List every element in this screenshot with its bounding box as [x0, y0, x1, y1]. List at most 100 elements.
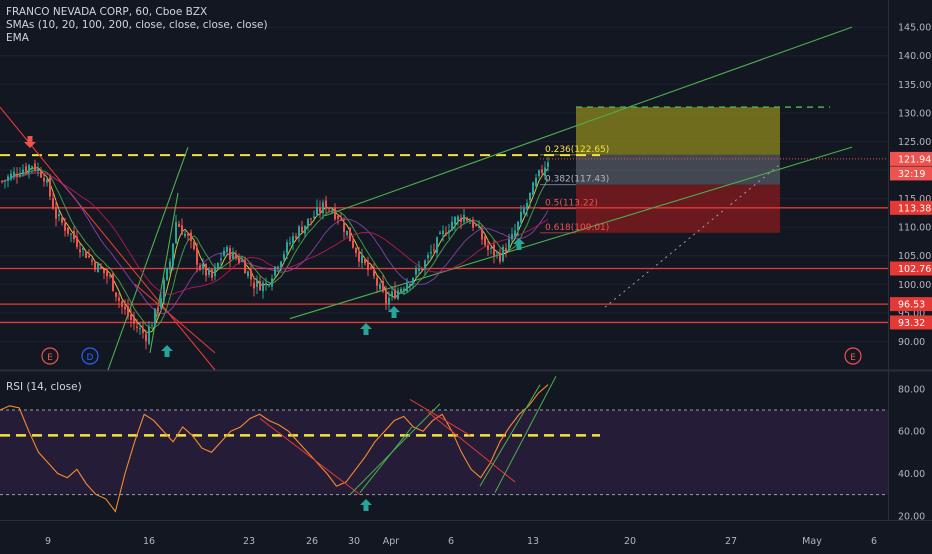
trade-zones [576, 106, 830, 308]
rsi-trendline [259, 418, 361, 496]
price-grid [0, 0, 932, 521]
candle-body [388, 297, 390, 305]
candle-body [232, 251, 234, 259]
price-tick-label: 105.00 [898, 251, 931, 262]
candle-body [124, 306, 126, 310]
candle-body [109, 275, 111, 277]
candle-body [502, 246, 504, 262]
price-tag-label: 32:19 [898, 169, 925, 180]
candle-body [412, 277, 414, 284]
candle-body [112, 273, 114, 292]
price-tick-label: 95.00 [898, 308, 925, 319]
candle-body [535, 177, 537, 186]
candle-body [478, 226, 480, 229]
rsi-line [0, 384, 549, 513]
time-axis[interactable]: 9 16 23 26 30 Apr 6 13 20 27 May 6 [45, 536, 877, 547]
stop-zone [576, 184, 780, 233]
chart-legend[interactable]: FRANCO NEVADA CORP, 60, Cboe BZX SMAs (1… [6, 6, 268, 45]
candle-body [424, 260, 426, 270]
candle-body [121, 301, 123, 307]
candle-body [496, 252, 498, 254]
candle-body [175, 221, 177, 244]
event-marker-icon [81, 347, 99, 365]
candle-body [442, 230, 444, 235]
rsi-axis[interactable]: 20.00 40.00 60.00 80.00 [898, 384, 925, 522]
time-tick-label: 30 [348, 536, 360, 547]
price-tick-label: 130.00 [898, 108, 931, 119]
candle-body [544, 167, 546, 177]
candle-body [73, 231, 75, 240]
candle-body [517, 221, 519, 231]
rsi-trendline [479, 384, 541, 487]
fib-levels: 0.236(122.65) 0.382(117.43) 0.5(113.22) 0.6… [540, 145, 609, 234]
candle-body [220, 258, 222, 261]
candle-body [376, 278, 378, 286]
rsi-trendline [409, 399, 471, 436]
candle-body [160, 298, 162, 309]
price-tick-label: 140.00 [898, 51, 931, 62]
candle-body [322, 202, 324, 214]
price-tag-label: 93.32 [898, 318, 925, 329]
candle-body [289, 242, 291, 244]
candle-body [1, 181, 3, 183]
sma-legend[interactable]: SMAs (10, 20, 100, 200, close, close, cl… [6, 19, 268, 31]
trendline [0, 106, 216, 371]
horizontal-levels[interactable] [0, 154, 888, 324]
candle-body [247, 271, 249, 277]
candle-body [136, 326, 138, 328]
candle-body [457, 216, 459, 221]
price-tag-background [890, 200, 932, 215]
candle-body [64, 223, 66, 231]
time-tick-label: 26 [306, 536, 318, 547]
candle-body [301, 226, 303, 233]
candle-body [385, 290, 387, 304]
price-tick-label: 90.00 [898, 337, 925, 348]
up-arrow-icon [161, 345, 173, 357]
candle-body [172, 243, 174, 265]
candle-body [403, 288, 405, 292]
candle-body [451, 221, 453, 231]
rsi-trendline [359, 426, 413, 493]
candle-body [307, 218, 309, 227]
candle-body [253, 282, 255, 289]
candle-body [235, 254, 237, 259]
candle-body [151, 325, 153, 327]
candle-body [154, 308, 156, 326]
price-tag-label: 96.53 [898, 300, 925, 311]
symbol-title[interactable]: FRANCO NEVADA CORP, 60, Cboe BZX [6, 6, 208, 18]
candle-body [229, 248, 231, 260]
candle-body [283, 254, 285, 260]
rsi-label[interactable]: RSI (14, close) [6, 381, 82, 393]
candle-body [355, 247, 357, 254]
candle-body [103, 269, 105, 274]
rsi-legend[interactable]: RSI (14, close) [6, 381, 82, 394]
price-tag-label: 102.76 [898, 264, 931, 275]
candle-body [28, 165, 30, 173]
candle-body [76, 237, 78, 248]
rsi-tick-label: 60.00 [898, 427, 925, 438]
rsi-trendline [494, 375, 557, 493]
candle-body [208, 269, 210, 275]
candle-body [514, 230, 516, 237]
candle-body [25, 166, 27, 172]
candle-body [55, 206, 57, 219]
candle-body [61, 217, 63, 223]
candle-body [274, 266, 276, 276]
candle-body [265, 283, 267, 286]
candle-body [199, 265, 201, 270]
candle-body [361, 255, 363, 263]
time-tick-label: 16 [143, 536, 155, 547]
candle-body [187, 233, 189, 236]
candle-body [454, 217, 456, 225]
event-marker-label: D [87, 353, 94, 363]
ema-legend[interactable]: EMA [6, 32, 29, 44]
candle-body [469, 222, 471, 224]
candle-body [493, 244, 495, 256]
candle-body [163, 280, 165, 301]
candle-body [40, 170, 42, 178]
candle-body [343, 223, 345, 232]
target-zone [576, 107, 780, 155]
